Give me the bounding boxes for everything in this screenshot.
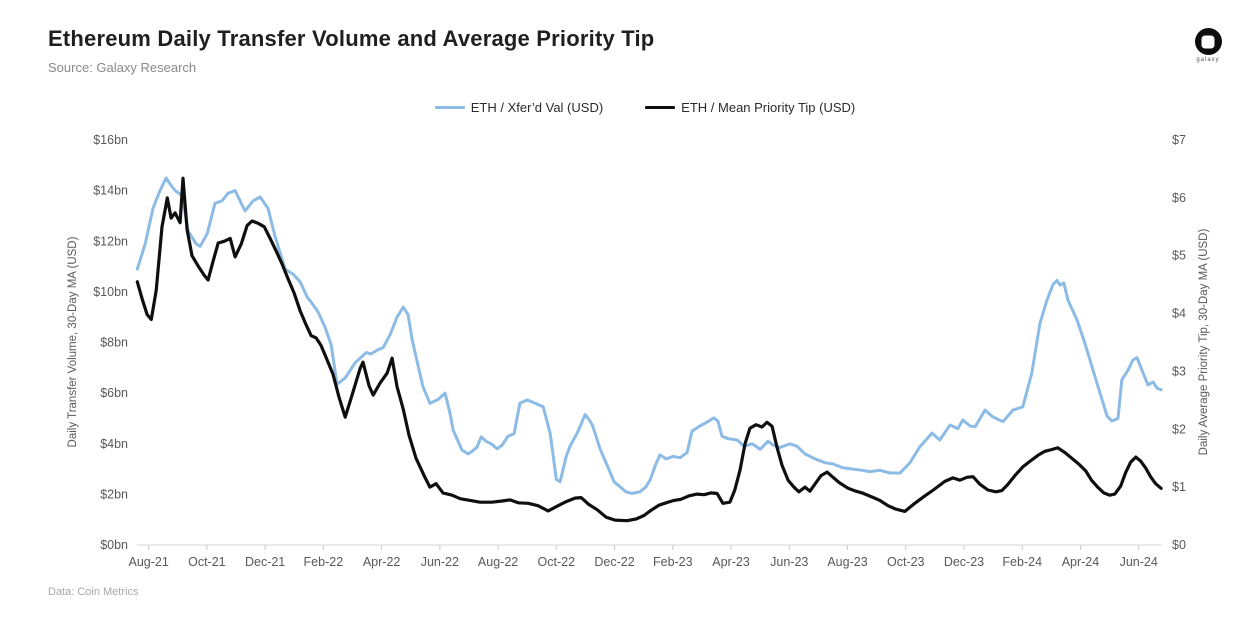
x-tick-label: Jun-23 — [770, 555, 808, 569]
x-tick-label: Apr-22 — [363, 555, 401, 569]
x-tick-label: Jun-24 — [1120, 555, 1158, 569]
y-right-tick-label: $3 — [1172, 364, 1186, 378]
y-left-tick-label: $10bn — [93, 285, 128, 299]
legend-swatch-transfer-icon — [434, 106, 465, 109]
galaxy-logo-icon — [1194, 28, 1222, 55]
x-tick-label: Feb-22 — [304, 555, 344, 569]
source-credit: Source: Galaxy Research — [48, 60, 197, 75]
y-left-tick-label: $4bn — [100, 437, 128, 451]
y-right-tick-label: $5 — [1172, 249, 1186, 263]
x-tick-label: Oct-21 — [188, 555, 226, 569]
galaxy-logo-text: galaxy — [1196, 57, 1220, 63]
chart-legend: ETH / Xfer’d Val (USD) ETH / Mean Priori… — [0, 100, 1244, 115]
legend-swatch-tip-icon — [645, 106, 676, 109]
y-left-tick-label: $14bn — [93, 184, 128, 198]
right-axis-title: Daily Average Priority Tip, 30-Day MA (U… — [1198, 229, 1210, 456]
series-line-priority-tip — [135, 176, 1163, 523]
y-right-tick-label: $0 — [1172, 538, 1186, 552]
y-right-tick-label: $2 — [1172, 422, 1186, 436]
data-credit: Data: Coin Metrics — [48, 586, 139, 598]
x-tick-label: Apr-23 — [712, 555, 750, 569]
x-tick-label: Dec-23 — [944, 555, 984, 569]
x-tick-label: Aug-23 — [827, 555, 867, 569]
x-tick-label: Dec-21 — [245, 555, 285, 569]
y-left-tick-label: $12bn — [93, 234, 128, 248]
x-tick-label: Apr-24 — [1062, 555, 1100, 569]
legend-item-priority-tip: ETH / Mean Priority Tip (USD) — [645, 100, 855, 115]
y-left-tick-label: $16bn — [93, 133, 128, 147]
x-tick-label: Feb-24 — [1002, 555, 1042, 569]
x-tick-label: Jun-22 — [421, 555, 459, 569]
y-left-tick-label: $2bn — [100, 487, 128, 501]
galaxy-logo-square — [1201, 35, 1215, 48]
x-tick-label: Aug-21 — [128, 555, 168, 569]
y-right-tick-label: $6 — [1172, 191, 1186, 205]
legend-item-transfer-volume: ETH / Xfer’d Val (USD) — [434, 100, 604, 115]
legend-label-transfer: ETH / Xfer’d Val (USD) — [470, 100, 604, 115]
y-right-tick-label: $1 — [1172, 480, 1186, 494]
x-tick-label: Feb-23 — [653, 555, 693, 569]
galaxy-logo: galaxy — [1188, 28, 1228, 63]
x-tick-label: Oct-23 — [887, 555, 925, 569]
x-tick-label: Aug-22 — [478, 555, 518, 569]
x-tick-label: Oct-22 — [538, 555, 576, 569]
legend-label-tip: ETH / Mean Priority Tip (USD) — [681, 100, 856, 115]
x-tick-label: Dec-22 — [594, 555, 634, 569]
y-left-tick-label: $8bn — [100, 336, 128, 350]
y-right-tick-label: $7 — [1172, 133, 1186, 147]
left-axis-title: Daily Transfer Volume, 30-Day MA (USD) — [67, 236, 79, 447]
page-title: Ethereum Daily Transfer Volume and Avera… — [48, 26, 655, 51]
y-right-tick-label: $4 — [1172, 307, 1186, 321]
y-left-tick-label: $0bn — [100, 538, 128, 552]
series-line-transfer-volume — [135, 176, 1163, 495]
y-left-tick-label: $6bn — [100, 386, 128, 400]
